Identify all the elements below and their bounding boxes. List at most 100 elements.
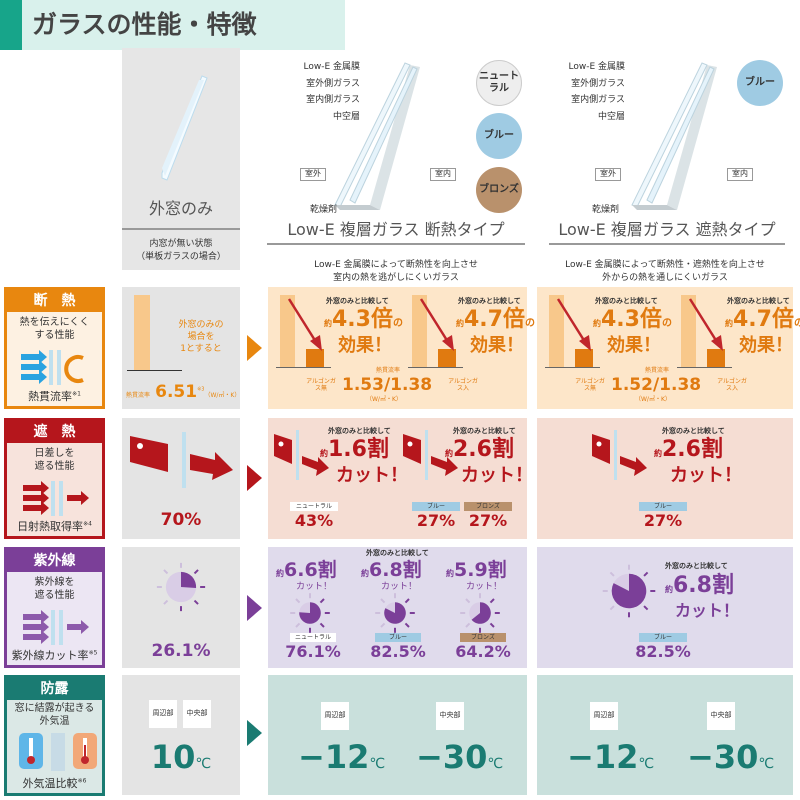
- sunlight-through-glass-icon: [130, 432, 233, 488]
- cut-value: 6.6割: [284, 559, 337, 581]
- row-title: 防露: [7, 678, 102, 700]
- prefix: 約: [725, 319, 733, 328]
- sun-ray: [163, 569, 169, 575]
- effect-text: カット！: [675, 601, 740, 620]
- sun-ray: [319, 622, 325, 628]
- prefix: 約: [445, 449, 453, 458]
- sun-ray: [404, 598, 410, 604]
- prefix: 約: [324, 319, 332, 328]
- note-text: 場合を: [187, 332, 215, 343]
- effect-value: 4.7倍: [733, 307, 794, 332]
- reduced-bar: [306, 349, 324, 367]
- compare-text: 外窓のみと比較して: [326, 297, 389, 305]
- temp-unit: ℃: [758, 756, 775, 772]
- prefix: 約: [593, 319, 601, 328]
- temp-unit: ℃: [369, 756, 386, 772]
- title-accent: [0, 0, 22, 50]
- sun-ray: [295, 598, 301, 604]
- effect-text: カット！: [670, 465, 742, 486]
- row-desc: 熱を伝えにくく: [19, 317, 90, 328]
- single-glass-shading: 70%: [122, 418, 240, 539]
- effect-text: カット！: [461, 465, 533, 486]
- uv-sun-icon: [460, 593, 500, 633]
- single-glass-insulation: 外窓のみの 場合を 1とすると 熱貫流率 6.51※3（W/㎡・K）: [122, 287, 240, 409]
- prefix: 約: [654, 449, 662, 458]
- header-insulation-type: Low-E 金属膜 室外側ガラス 室内側ガラス 中空層 室外 室内 乾燥剤 ニュ…: [265, 55, 527, 285]
- footnote: ※3: [197, 386, 205, 393]
- shading-type-uv: 外窓のみと比較して 約6.8割 カット！ ブルー 82.5%: [537, 547, 793, 668]
- temp-value: 10: [150, 738, 196, 776]
- heat-arrows-icon: [21, 350, 84, 385]
- arrow-right-icon: [247, 335, 262, 361]
- compare-text: 外窓のみと比較して: [727, 297, 790, 305]
- shading-type-insulation: 外窓のみと比較して 約4.3倍の 効果！ 外窓のみと比較して 約4.7倍の 効果…: [537, 287, 800, 409]
- layer-label: 中空層: [597, 111, 625, 122]
- footnote: ※5: [88, 649, 98, 657]
- layer-label: Low-E 金属膜: [568, 62, 625, 72]
- color-pill: ニュートラル: [290, 502, 338, 511]
- inside-tag: 室内: [430, 168, 456, 181]
- column-sub: （単板ガラスの場合）: [136, 251, 226, 262]
- uv-sun-icon: [156, 562, 206, 612]
- uv-sun-icon: [290, 593, 330, 633]
- arrow-right-icon: [247, 720, 262, 746]
- shgc-value: 27%: [468, 511, 508, 530]
- baseline-bar: [134, 295, 150, 370]
- footnote: ※1: [72, 390, 81, 398]
- row-label-uv: 紫外線 紫外線を 遮る性能 紫外線カット率※5: [4, 547, 105, 668]
- sun-ray: [319, 598, 325, 604]
- center-temp: −30: [687, 738, 759, 776]
- layer-label: 室内側ガラス: [571, 95, 625, 105]
- column-desc: Low-E 金属膜によって断熱性を向上させ: [314, 260, 478, 270]
- effect-text: 効果！: [470, 335, 524, 356]
- shgc-value: 70%: [160, 510, 202, 530]
- row-label-insulation: 断 熱 熱を伝えにくく する性能 熱貫流率※1: [4, 287, 105, 409]
- layer-label: 室外側ガラス: [306, 78, 360, 89]
- uv-cut-value: 82.5%: [370, 642, 426, 661]
- uv-cut-slice: [611, 573, 647, 609]
- uv-cut-slice: [471, 602, 491, 624]
- color-pill: ブルー: [639, 633, 687, 642]
- sun-ray: [295, 622, 301, 628]
- cut-value: 6.8割: [673, 573, 734, 598]
- row-metric: 熱貫流率: [28, 389, 73, 403]
- effect-value: 4.3倍: [601, 307, 662, 332]
- single-glass-uv: 26.1%: [122, 547, 240, 668]
- center-tag: 中央部: [707, 702, 735, 730]
- edge-temp: −12: [567, 738, 639, 776]
- insulation-type-shading: 外窓のみと比較して 約1.6割 カット！ 外窓のみと比較して 約2.6割 カット！…: [268, 418, 533, 539]
- sunlight-through-glass-icon: [274, 430, 329, 480]
- compare-text: 外窓のみと比較して: [458, 297, 521, 305]
- color-pill: ニュートラル: [290, 633, 336, 642]
- layer-label: 室内側ガラス: [306, 95, 360, 105]
- double-glass-diagram: [631, 62, 717, 210]
- color-pill: ブロンズ: [460, 633, 506, 642]
- column-title: 外窓のみ: [148, 199, 213, 218]
- color-pill: ブルー: [639, 502, 687, 511]
- compare-text: 外窓のみと比較して: [366, 549, 429, 557]
- color-pill: ブロンズ: [464, 502, 512, 511]
- row-label-condensation: 防露 窓に結露が起きる 外気温 外気温比較※6: [4, 675, 105, 796]
- thermometer-icon: [19, 733, 97, 771]
- desiccant-label: 乾燥剤: [310, 205, 338, 215]
- baseline-bar: [681, 295, 696, 367]
- layer-label: 中空層: [332, 111, 360, 122]
- swatch-blue: ブルー: [737, 60, 783, 106]
- sun-ray: [380, 622, 386, 628]
- sun-ray: [465, 598, 471, 604]
- sun-ray: [643, 571, 649, 577]
- unit: （W/㎡・K）: [635, 396, 671, 403]
- layer-label: 室外側ガラス: [571, 78, 625, 89]
- center-temp: −30: [416, 738, 488, 776]
- prefix: 約: [456, 319, 464, 328]
- unit: （W/㎡・K）: [204, 392, 241, 399]
- column-title: Low-E 複層ガラス 断熱タイプ: [267, 221, 525, 245]
- uv-cut-value: 64.2%: [455, 642, 511, 661]
- prefix: 約: [276, 569, 284, 578]
- compare-text: 外窓のみと比較して: [328, 427, 391, 435]
- effect-text: カット！: [381, 582, 418, 592]
- sunlight-through-glass-icon: [403, 430, 458, 480]
- baseline-bar: [549, 295, 564, 367]
- note-text: 外窓のみの: [178, 320, 224, 330]
- sun-ray: [193, 599, 199, 605]
